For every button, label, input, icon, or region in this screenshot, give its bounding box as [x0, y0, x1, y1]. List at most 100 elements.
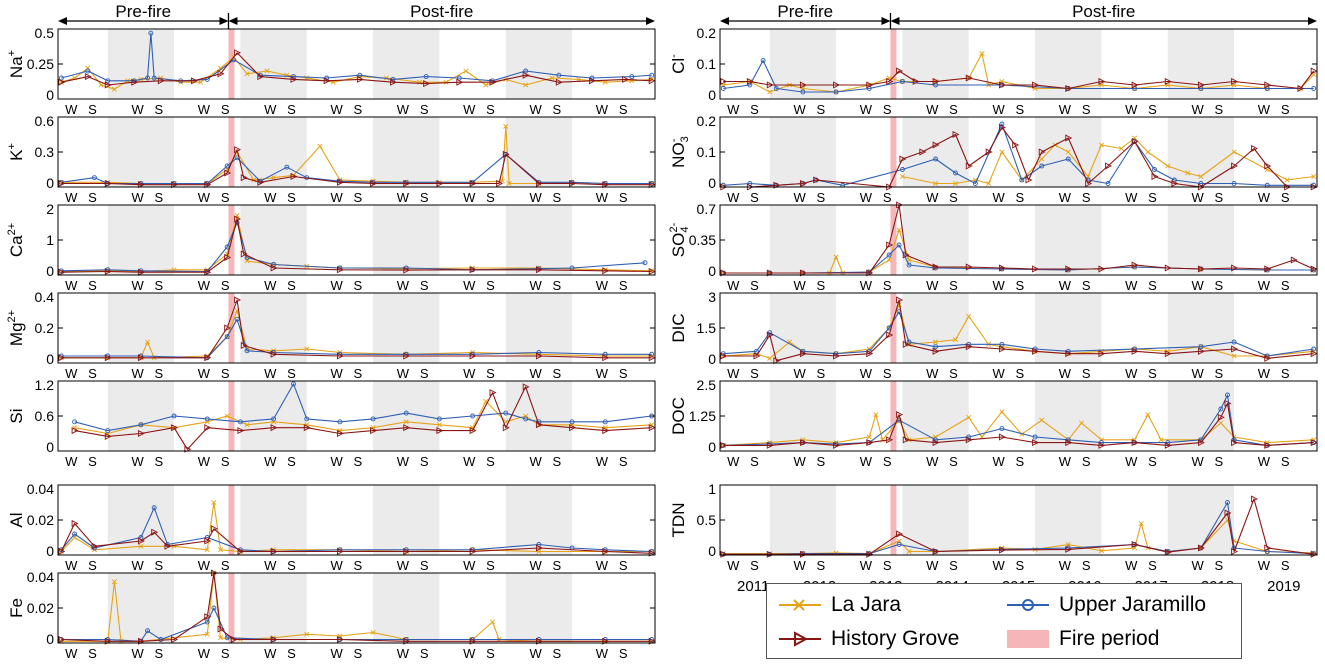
winter-label: W — [397, 278, 410, 293]
data-point-la-jara — [1185, 170, 1191, 176]
data-point-history-grove — [240, 174, 248, 182]
summer-label: S — [154, 366, 163, 381]
summer-label: S — [1148, 278, 1157, 293]
winter-label: W — [330, 102, 343, 117]
data-point-upper-jaramillo — [224, 244, 230, 250]
data-point-upper-jaramillo — [1218, 406, 1224, 412]
winter-label: W — [330, 646, 343, 661]
data-point-upper-jaramillo — [1311, 86, 1317, 91]
data-point-la-jara-stroke — [72, 425, 78, 431]
fire-period-band — [890, 117, 897, 187]
y-axis-label: K+ — [6, 143, 26, 161]
post-fire-arrowhead-right-icon — [646, 17, 655, 25]
summer-label: S — [619, 558, 628, 573]
winter-label: W — [1258, 102, 1271, 117]
winter-band — [1167, 29, 1235, 99]
winter-label: W — [65, 454, 78, 469]
summer-label: S — [816, 190, 825, 205]
winter-band — [769, 485, 837, 555]
summer-label: S — [619, 366, 628, 381]
winter-label: W — [1125, 366, 1138, 381]
data-point-la-jara-stroke — [549, 75, 555, 81]
summer-label: S — [949, 366, 958, 381]
winter-label: W — [992, 454, 1005, 469]
winter-label: W — [926, 454, 939, 469]
summer-label: S — [287, 190, 296, 205]
data-point-history-grove — [104, 267, 112, 276]
winter-band — [902, 29, 969, 99]
fire-period-band — [228, 29, 235, 99]
winter-label: W — [1125, 558, 1138, 573]
summer-label: S — [154, 190, 163, 205]
winter-label: W — [330, 278, 343, 293]
winter-label: W — [727, 190, 740, 205]
data-point-history-grove — [489, 78, 497, 86]
winter-band — [240, 205, 307, 275]
summer-label: S — [1281, 190, 1290, 205]
y-axis-label-text: SO — [669, 233, 688, 258]
y-tick-label: 0 — [708, 175, 716, 191]
data-point-upper-jaramillo — [1039, 163, 1045, 169]
data-point-upper-jaramillo — [773, 86, 779, 91]
year-tick-label: 2011 — [75, 666, 107, 669]
data-point-la-jara-stroke — [602, 79, 608, 85]
year-tick-label: 2012 — [141, 666, 174, 669]
data-point-upper-jaramillo — [145, 75, 151, 81]
data-point-la-jara — [767, 355, 773, 361]
data-point-history-grove — [535, 352, 543, 360]
data-point-upper-jaramillo — [1032, 434, 1038, 440]
data-point-la-jara-stroke — [767, 89, 773, 95]
winter-label: W — [463, 454, 476, 469]
data-point-history-grove — [1085, 179, 1093, 188]
data-point-la-jara-stroke — [800, 85, 806, 92]
legend-label-upper-jaramillo: Upper Jaramillo — [1059, 593, 1207, 616]
year-tick-label: 2017 — [472, 666, 505, 669]
data-point-la-jara — [886, 257, 892, 263]
data-point-la-jara-stroke — [952, 337, 959, 343]
y-axis-label-superscript: + — [6, 50, 18, 56]
summer-label: S — [353, 278, 362, 293]
summer-label: S — [88, 190, 97, 205]
data-point-history-grove — [766, 331, 774, 339]
series-line-upper-jaramillo — [61, 221, 646, 273]
data-point-la-jara — [111, 86, 117, 92]
data-point-history-grove — [902, 251, 910, 259]
data-point-la-jara-stroke — [483, 398, 489, 404]
data-point-history-grove — [137, 537, 145, 545]
series-line-history-grove — [74, 386, 652, 450]
data-point-history-grove — [1251, 495, 1258, 503]
legend: La Jara Upper Jaramillo History Grove Fi… — [766, 583, 1242, 659]
data-point-history-grove — [932, 77, 940, 86]
fire-period-band — [890, 293, 897, 363]
data-point-upper-jaramillo — [257, 178, 263, 184]
winter-label: W — [397, 454, 410, 469]
winter-label: W — [992, 102, 1005, 117]
y-axis-label-text: Al — [7, 512, 26, 527]
data-point-history-grove — [602, 427, 610, 435]
data-point-la-jara-stroke — [317, 143, 323, 149]
data-point-la-jara-stroke — [489, 619, 496, 625]
data-point-la-jara-stroke — [483, 82, 489, 88]
winter-label: W — [992, 558, 1005, 573]
winter-label: W — [65, 102, 78, 117]
data-point-la-jara — [271, 175, 277, 181]
data-point-la-jara-stroke — [1039, 417, 1045, 423]
summer-label: S — [816, 454, 825, 469]
data-point-history-grove — [210, 525, 218, 533]
data-point-history-grove — [622, 75, 630, 83]
data-point-upper-jaramillo — [224, 163, 230, 169]
data-point-la-jara-stroke — [145, 339, 151, 345]
data-point-la-jara-stroke — [1065, 541, 1071, 548]
winter-label: W — [1191, 366, 1204, 381]
data-point-upper-jaramillo — [291, 381, 296, 387]
data-point-la-jara-stroke — [1231, 149, 1237, 155]
data-point-history-grove — [257, 73, 265, 81]
summer-label: S — [552, 190, 561, 205]
data-point-history-grove — [799, 179, 807, 188]
data-point-history-grove — [390, 78, 397, 86]
data-point-history-grove — [58, 179, 66, 188]
fire-period-band — [890, 381, 897, 451]
data-point-history-grove — [866, 439, 874, 447]
data-point-upper-jaramillo — [58, 179, 64, 185]
data-point-la-jara — [158, 75, 164, 81]
